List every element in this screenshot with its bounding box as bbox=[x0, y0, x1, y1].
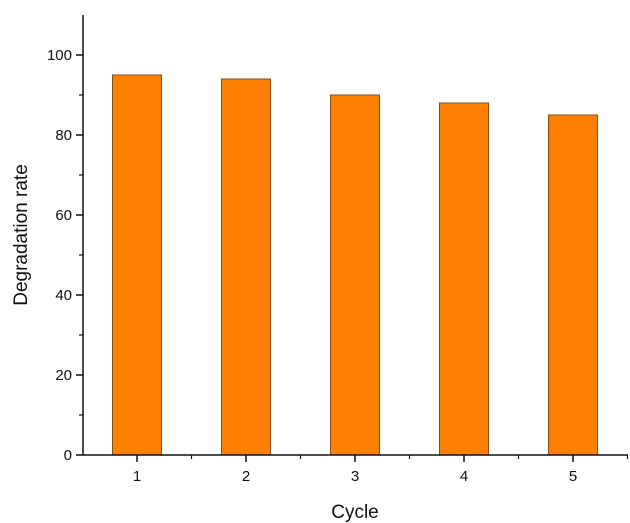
bar-2 bbox=[221, 78, 271, 456]
bar-4 bbox=[439, 102, 489, 456]
bar-5 bbox=[548, 114, 598, 456]
bar-1 bbox=[112, 74, 162, 456]
y-tick-label: 0 bbox=[64, 447, 72, 464]
x-tick-label: 4 bbox=[460, 468, 468, 485]
bar-3 bbox=[330, 94, 380, 456]
x-tick-label: 3 bbox=[351, 468, 359, 485]
x-tick-label: 5 bbox=[569, 468, 577, 485]
x-axis: 1 2 3 4 5 bbox=[83, 454, 629, 485]
x-axis-title: Cycle bbox=[331, 502, 379, 523]
x-tick-label: 1 bbox=[133, 468, 141, 485]
y-tick-label: 100 bbox=[47, 47, 72, 64]
y-tick-label: 60 bbox=[55, 207, 72, 224]
y-tick-label: 20 bbox=[55, 367, 72, 384]
y-axis: 0 20 40 60 80 100 bbox=[47, 15, 84, 464]
y-tick-label: 40 bbox=[55, 287, 72, 304]
bars-group bbox=[112, 74, 598, 456]
y-axis-title: Degradation rate bbox=[11, 164, 32, 306]
x-tick-label: 2 bbox=[242, 468, 250, 485]
y-tick-label: 80 bbox=[55, 127, 72, 144]
